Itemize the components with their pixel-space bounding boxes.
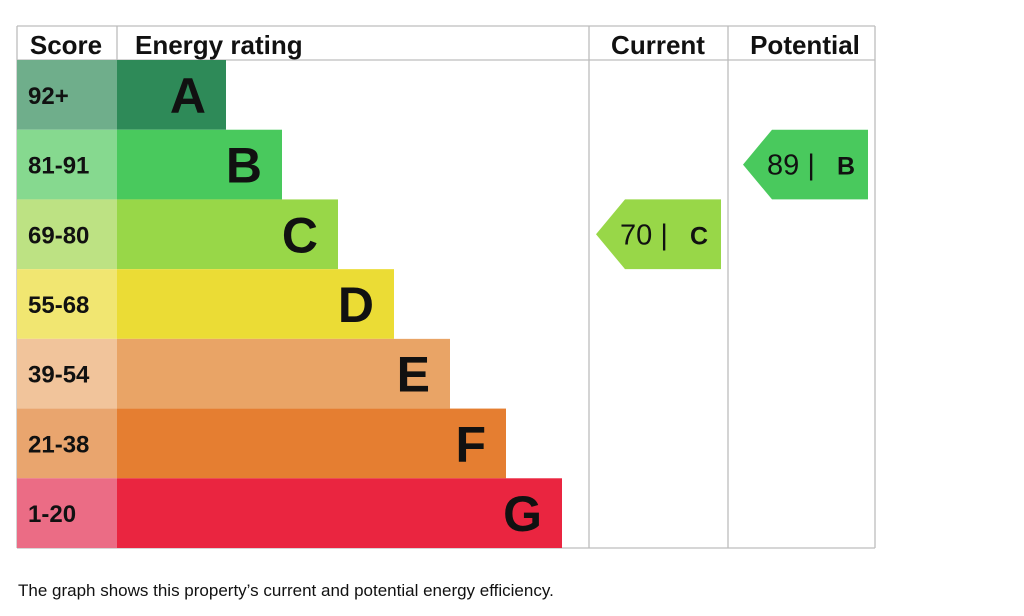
band-letter-b: B xyxy=(226,138,262,194)
score-range-g: 1-20 xyxy=(28,501,76,528)
band-letter-a: A xyxy=(170,68,206,124)
score-cell-g xyxy=(17,478,117,548)
potential-rating-value: 89 | xyxy=(767,150,815,182)
score-cell-a xyxy=(17,60,117,130)
score-range-b: 81-91 xyxy=(28,153,89,180)
score-header: Score xyxy=(30,30,102,60)
band-letter-d: D xyxy=(338,277,374,333)
potential-rating-letter: B xyxy=(837,153,855,181)
rating-bar-d xyxy=(117,269,394,339)
rating-indicators: 70 | C 89 | B xyxy=(596,129,868,270)
score-cell-d xyxy=(17,269,117,339)
score-cell-f xyxy=(17,408,117,479)
rating-bar-f xyxy=(117,408,506,479)
score-range-a: 92+ xyxy=(28,83,69,110)
energy-rating-header: Energy rating xyxy=(135,30,303,60)
current-header: Current xyxy=(611,30,705,60)
score-cell-e xyxy=(17,338,117,409)
potential-header: Potential xyxy=(750,30,860,60)
rating-bar-g xyxy=(117,478,562,548)
rating-bands: 92+ A 81-91 B 69-80 C 55-68 D 39-54 E 21-38 F 1-20 G xyxy=(17,60,562,548)
rating-bar-a xyxy=(117,60,226,130)
rating-bar-e xyxy=(117,338,450,409)
potential-rating-arrow xyxy=(743,129,868,200)
band-letter-e: E xyxy=(397,347,430,403)
score-range-c: 69-80 xyxy=(28,222,89,249)
score-cell-c xyxy=(17,199,117,270)
score-range-f: 21-38 xyxy=(28,431,89,458)
rating-bar-c xyxy=(117,199,338,270)
score-range-d: 55-68 xyxy=(28,292,89,319)
current-rating-value: 70 | xyxy=(620,219,668,251)
band-letter-g: G xyxy=(503,486,542,542)
score-range-e: 39-54 xyxy=(28,362,90,389)
rating-bar-b xyxy=(117,129,282,200)
current-rating-letter: C xyxy=(690,222,708,250)
band-letter-c: C xyxy=(282,207,318,263)
current-rating-arrow xyxy=(596,199,721,270)
chart-caption: The graph shows this property’s current … xyxy=(18,581,554,600)
score-cell-b xyxy=(17,129,117,200)
column-headers: Score Energy rating Current Potential xyxy=(30,30,860,60)
band-letter-f: F xyxy=(455,416,486,472)
